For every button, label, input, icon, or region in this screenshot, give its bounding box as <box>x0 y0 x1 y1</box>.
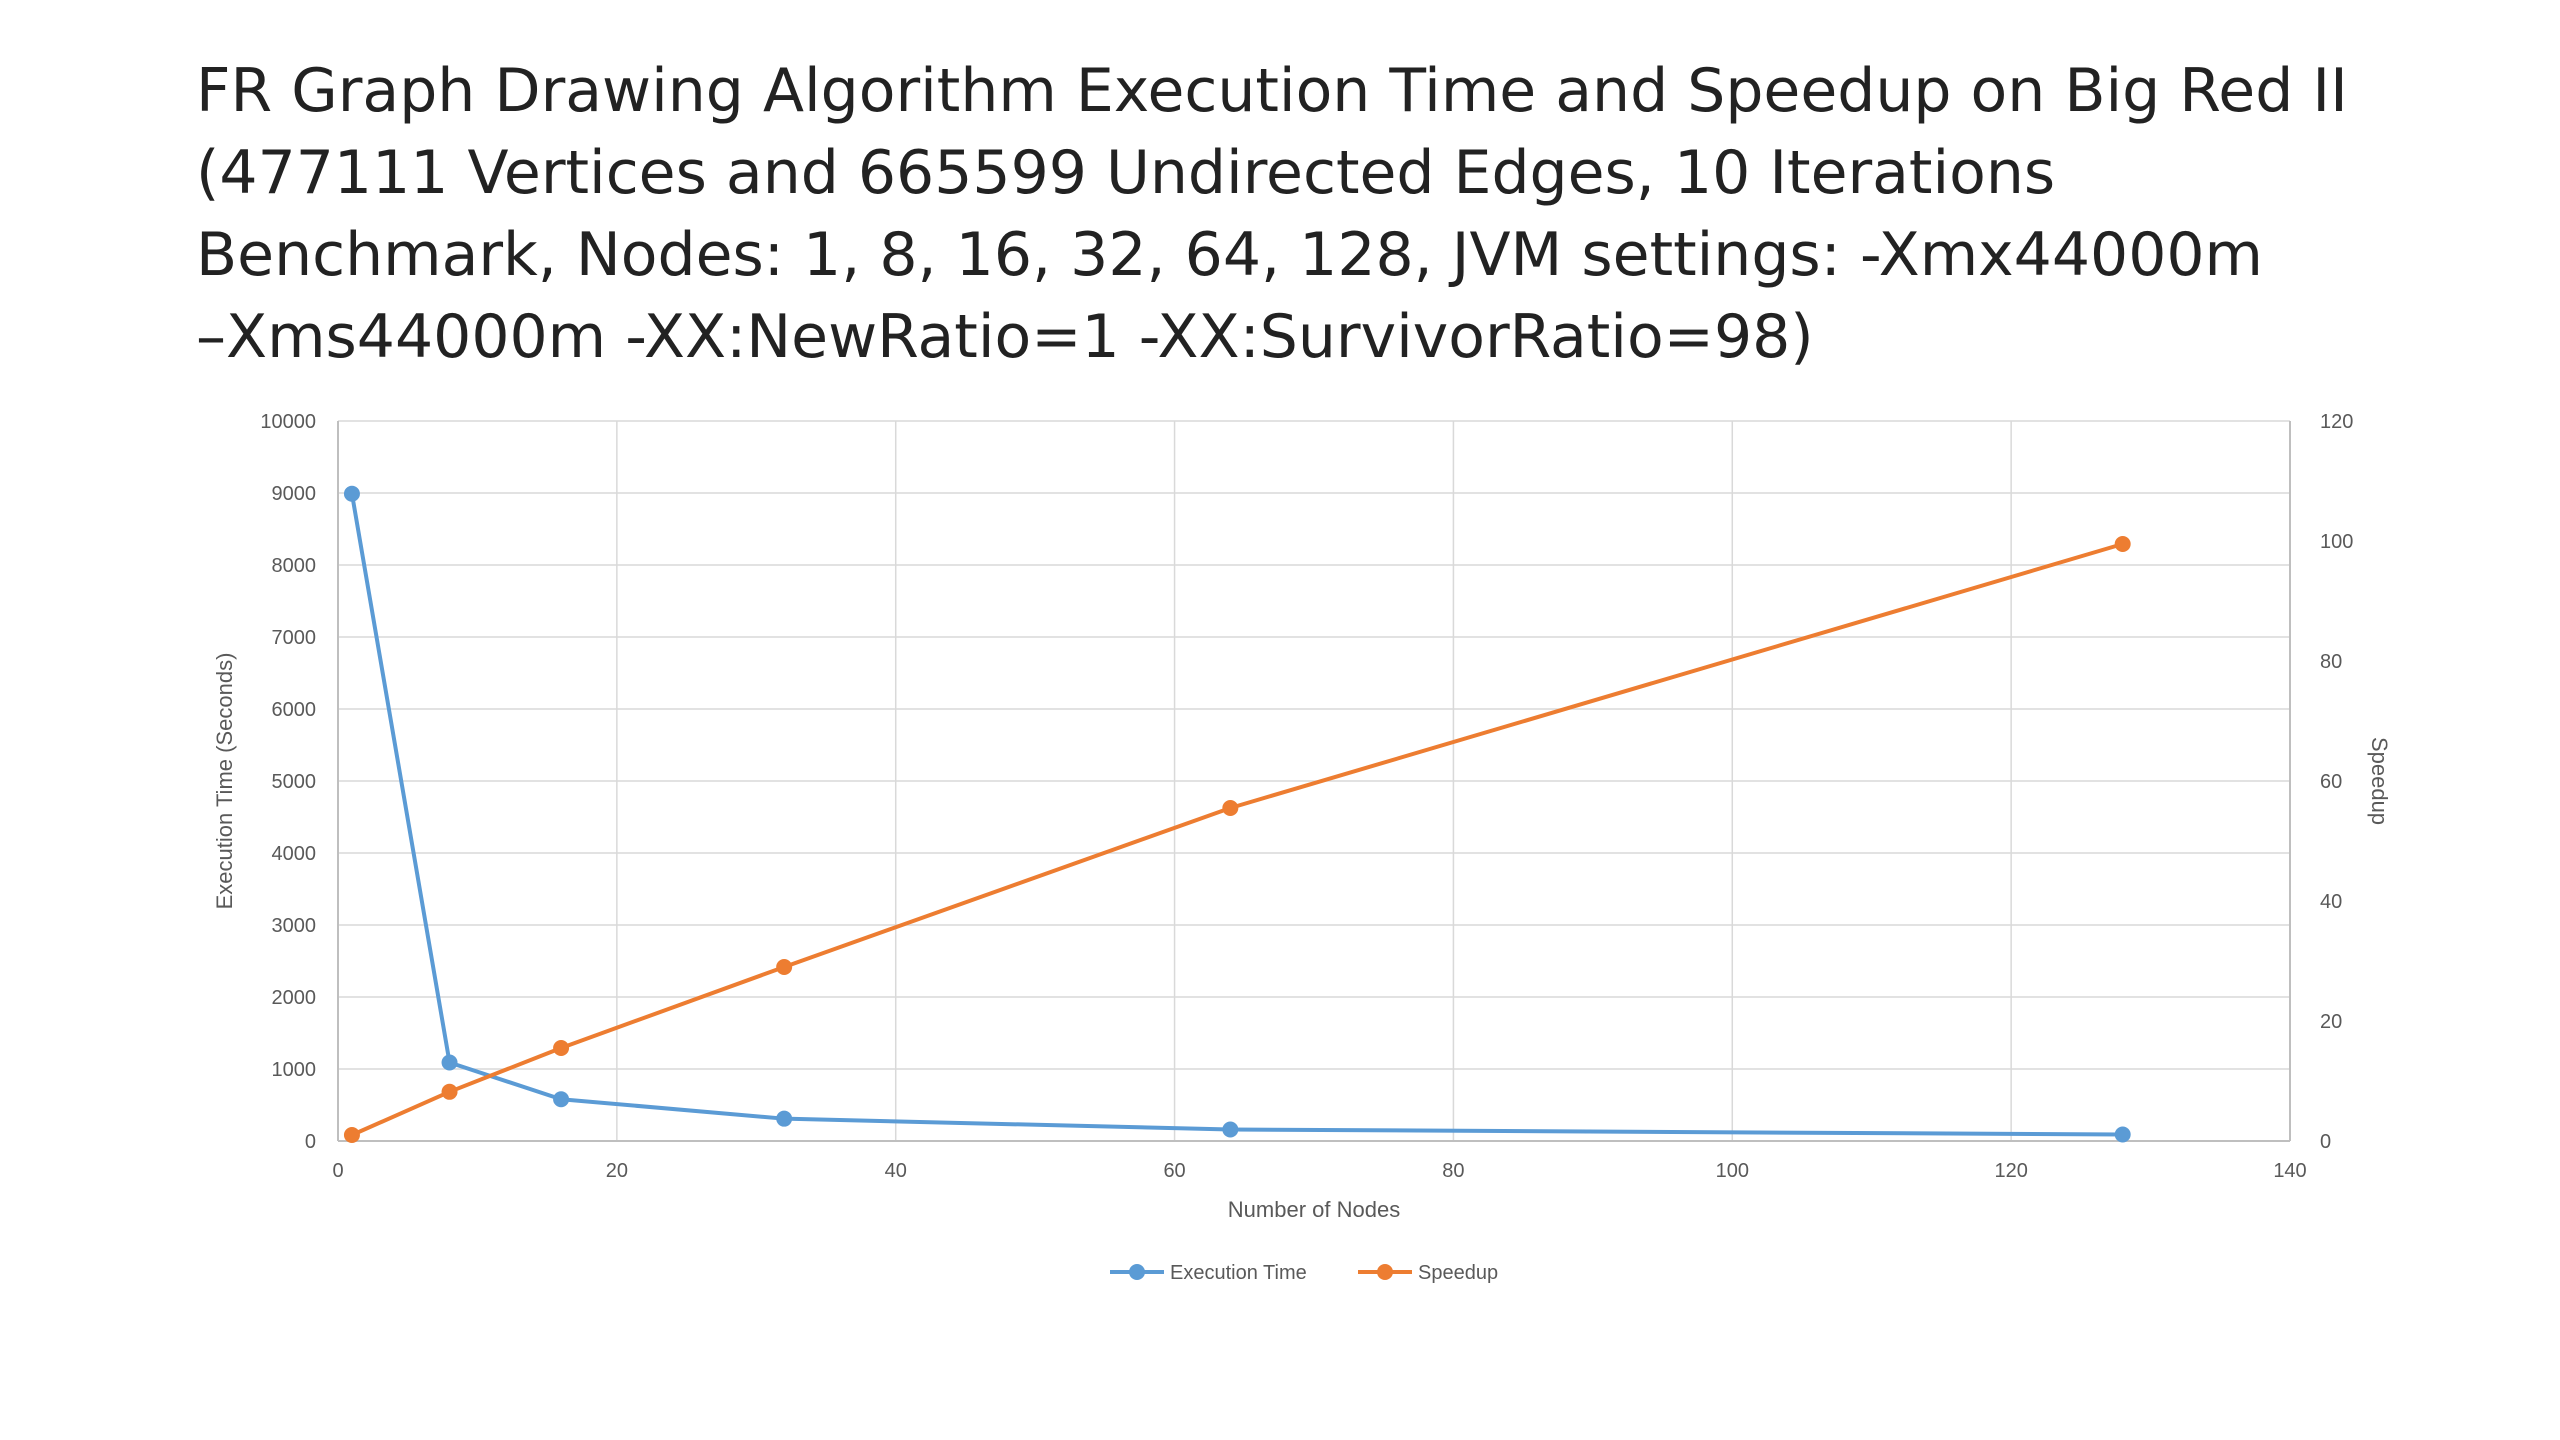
y2-tick-label: 60 <box>2320 771 2342 793</box>
x-tick-label: 0 <box>332 1160 343 1182</box>
axes: 0 20 40 60 80 100 120 1400100020003000400050006… <box>212 411 2392 1222</box>
execution-time-point <box>776 1110 793 1127</box>
y2-tick-label: 20 <box>2320 1011 2342 1033</box>
title-line-4: –Xms44000m -XX:NewRatio=1 -XX:SurvivorRa… <box>196 302 1814 372</box>
y-tick-label: 1000 <box>272 1059 317 1081</box>
x-tick-label: 80 <box>1442 1160 1464 1182</box>
y2-axis-title: Speedup <box>2367 737 2392 825</box>
y-axis-title: Execution Time (Seconds) <box>212 653 237 910</box>
y2-tick-label: 80 <box>2320 651 2342 673</box>
speedup-point <box>2114 536 2131 552</box>
speedup-point <box>441 1083 458 1100</box>
x-tick-label: 100 <box>1716 1160 1749 1182</box>
y2-tick-label: 0 <box>2320 1131 2331 1153</box>
legend: Execution Time Speedup <box>1110 1262 1498 1284</box>
speedup-point <box>343 1127 360 1143</box>
y-tick-label: 6000 <box>272 699 317 721</box>
execution-time-line <box>349 493 2123 1137</box>
speedup-point <box>1222 800 1239 816</box>
x-axis-title: Number of Nodes <box>1228 1197 1400 1222</box>
execution-time-point <box>441 1054 458 1071</box>
speedup-point <box>776 959 793 975</box>
speedup-line <box>351 542 2124 1137</box>
y2-tick-label: 120 <box>2320 411 2353 433</box>
y2-tick-label: 100 <box>2320 531 2353 553</box>
execution-time-legend-marker <box>1129 1264 1145 1280</box>
x-tick-label: 40 <box>885 1160 907 1182</box>
execution-time-point <box>2114 1126 2131 1143</box>
x-tick-label: 140 <box>2273 1160 2306 1182</box>
execution-time-legend-label: Execution Time <box>1170 1262 1307 1284</box>
execution-time-point <box>1222 1121 1239 1138</box>
gridlines <box>338 420 2291 1141</box>
title-line-2: (477111 Vertices and 665599 Undirected E… <box>196 138 2056 208</box>
y-tick-label: 8000 <box>272 555 317 577</box>
speedup-legend-marker <box>1377 1264 1393 1280</box>
y-tick-label: 0 <box>305 1131 316 1153</box>
y-tick-label: 7000 <box>272 627 317 649</box>
y-tick-label: 10000 <box>260 411 316 433</box>
y-tick-label: 9000 <box>272 483 317 505</box>
execution-time-point <box>343 485 360 502</box>
y-tick-label: 2000 <box>272 987 317 1009</box>
x-tick-label: 120 <box>1994 1160 2027 1182</box>
y2-tick-label: 40 <box>2320 891 2342 913</box>
series-lines <box>343 485 2131 1143</box>
chart-title: FR Graph Drawing Algorithm Execution Tim… <box>196 50 2436 378</box>
title-line-1: FR Graph Drawing Algorithm Execution Tim… <box>196 56 2348 126</box>
speedup-legend-label: Speedup <box>1418 1262 1498 1284</box>
y-tick-label: 3000 <box>272 915 317 937</box>
speedup-point <box>553 1040 570 1056</box>
x-tick-label: 60 <box>1163 1160 1185 1182</box>
y-tick-label: 5000 <box>272 771 317 793</box>
title-line-3: Benchmark, Nodes: 1, 8, 16, 32, 64, 128,… <box>196 220 2263 290</box>
execution-time-point <box>553 1091 570 1108</box>
x-tick-label: 20 <box>606 1160 628 1182</box>
y-tick-label: 4000 <box>272 843 317 865</box>
